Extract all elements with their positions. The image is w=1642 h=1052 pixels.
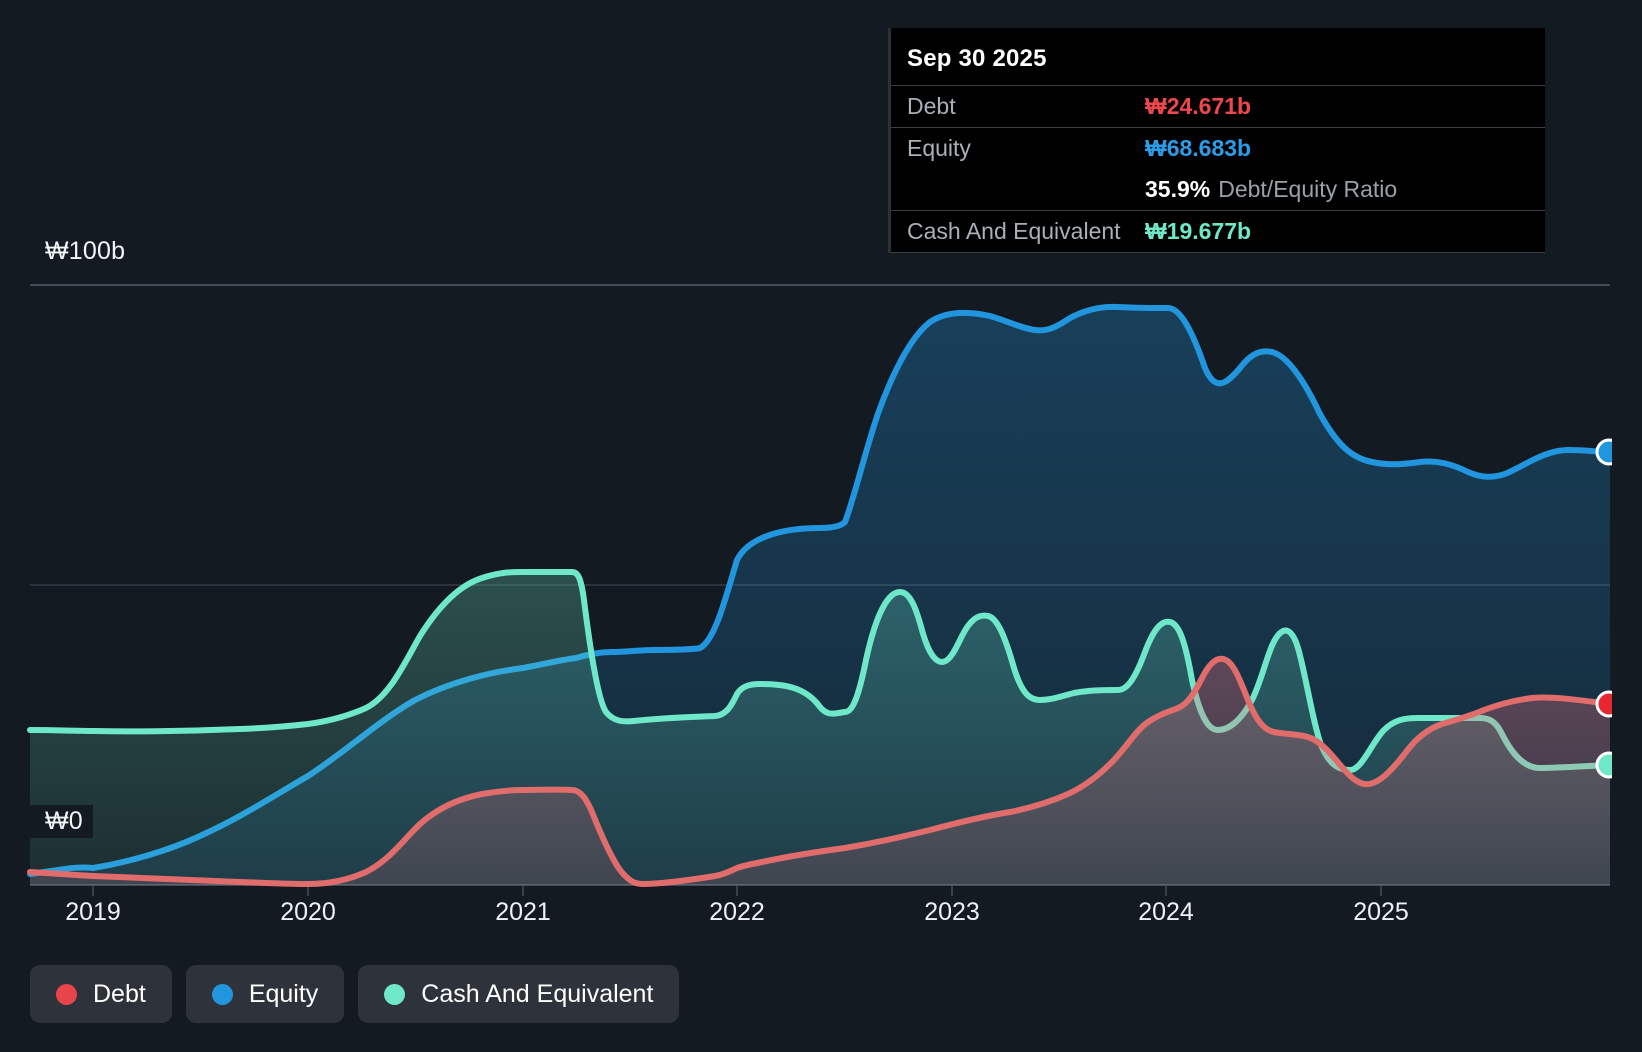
x-axis-tick-2020: 2020 [280,898,336,926]
tooltip-ratio-label: Debt/Equity Ratio [1218,176,1398,202]
x-axis-tick-2025: 2025 [1353,898,1409,926]
legend-label-equity: Equity [248,979,319,1008]
x-axis-tick-2022: 2022 [709,898,765,926]
x-tick-marks [92,885,1382,896]
tooltip-value-cash: ₩19.677b [1145,218,1252,244]
chart-legend: Debt Equity Cash And Equivalent [30,965,680,1023]
tooltip-row-equity: Equity ₩68.683b [891,127,1545,169]
y-axis-zero-label: ₩0 [27,805,93,838]
chart-canvas: ₩100b ₩0 2019 2020 2021 2022 2023 2024 2… [27,0,1642,940]
tooltip-label-equity: Equity [907,135,971,161]
series-debt [27,655,1613,887]
legend-dot-debt-icon [56,983,77,1005]
x-axis-tick-2019: 2019 [65,898,121,926]
data-tooltip: Sep 30 2025 Debt ₩24.671b Equity ₩68.683… [888,28,1545,253]
tooltip-value-equity: ₩68.683b [1145,135,1252,161]
tooltip-label-debt: Debt [907,93,956,119]
x-axis-tick-2021: 2021 [495,898,551,926]
tooltip-value-debt: ₩24.671b [1145,93,1252,119]
x-axis-tick-2023: 2023 [924,898,980,926]
tooltip-row-cash: Cash And Equivalent ₩19.677b [891,210,1545,253]
tooltip-ratio-percent: 35.9% [1145,176,1211,202]
tooltip-row-ratio: 35.9% Debt/Equity Ratio [891,169,1545,210]
legend-item-debt[interactable]: Debt [30,965,172,1023]
debt-equity-area-chart [27,0,1642,940]
legend-item-cash[interactable]: Cash And Equivalent [358,965,680,1023]
right-edge-mask [1612,0,1642,940]
legend-label-cash: Cash And Equivalent [421,979,654,1008]
y-axis-top-label: ₩100b [27,235,136,268]
legend-dot-cash-icon [384,983,406,1005]
legend-dot-equity-icon [211,983,233,1005]
tooltip-date: Sep 30 2025 [907,45,1047,72]
tooltip-label-cash: Cash And Equivalent [907,218,1121,244]
legend-label-debt: Debt [93,979,146,1008]
tooltip-row-debt: Debt ₩24.671b [891,85,1545,127]
legend-item-equity[interactable]: Equity [185,965,345,1023]
x-axis-tick-2024: 2024 [1138,898,1194,926]
